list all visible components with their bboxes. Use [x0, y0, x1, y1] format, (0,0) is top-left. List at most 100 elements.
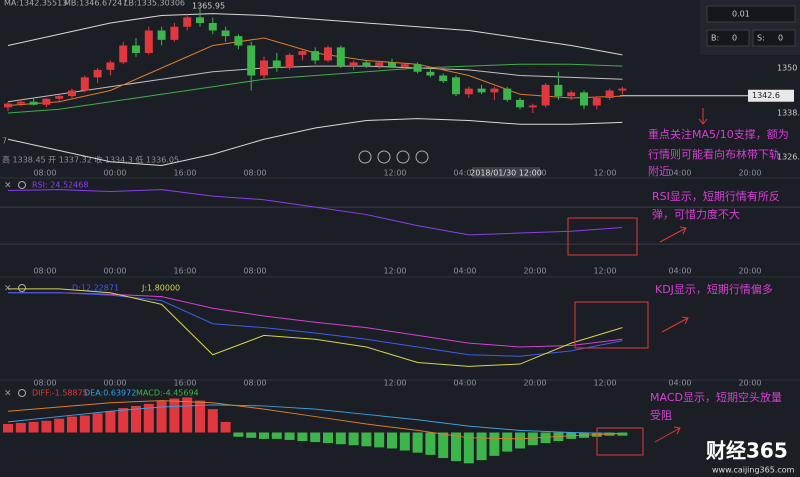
close-icon: × — [4, 389, 12, 399]
crosshair-box — [472, 167, 540, 178]
sell-value: 0 — [778, 34, 783, 43]
time-label: 12:00 — [593, 267, 616, 276]
annotation: 受阻 — [650, 409, 672, 422]
kdj-line — [8, 292, 623, 357]
candle-body — [452, 77, 460, 95]
crosshair-label: 2018/01/30 12:00 — [470, 169, 542, 178]
macd-bar — [131, 405, 141, 433]
macd-bar — [399, 432, 410, 451]
macd-bar — [374, 432, 385, 448]
sell-input[interactable] — [752, 29, 796, 47]
candle-body — [388, 62, 396, 67]
time-label: 08:00 — [33, 379, 56, 388]
logo-url: www.caijing365.com — [712, 466, 795, 475]
order-panel: 0.01 B: 0 S: 0 — [700, 0, 800, 55]
candle-body — [42, 98, 51, 105]
time-label: 00:00 — [103, 379, 126, 388]
candle-body — [324, 47, 332, 61]
price-tick: 1338.0 — [777, 108, 800, 117]
arrow — [661, 316, 689, 333]
candle-body — [336, 47, 345, 67]
macd-bar — [489, 432, 500, 456]
macd-bar — [476, 432, 487, 461]
arrow — [698, 108, 708, 125]
time-label: 04:00 — [453, 169, 476, 178]
candle-body — [196, 17, 204, 23]
time-label: 04:00 — [453, 379, 476, 388]
macd-bar — [143, 403, 154, 433]
time-label: 16:00 — [173, 379, 196, 388]
kdj-label: J:1.80000 — [141, 284, 180, 293]
macd-bar — [527, 432, 538, 446]
candle-body — [400, 64, 409, 67]
candle-body — [16, 101, 25, 104]
annotation: KDJ显示，短期行情偏多 — [655, 282, 773, 296]
macd-bar — [92, 413, 103, 433]
time-label: 00:00 — [103, 169, 126, 178]
candle-body — [298, 51, 307, 55]
macd-bar — [246, 432, 257, 438]
candle-body — [285, 54, 294, 68]
macd-bar — [617, 432, 628, 436]
macd-bar — [195, 400, 205, 433]
macd-bar — [54, 418, 65, 433]
price-tick: 1326.2 — [777, 153, 800, 162]
macd-bar — [310, 432, 321, 443]
zoom-in[interactable] — [415, 150, 429, 164]
logo: 财经365 — [706, 439, 788, 463]
candle-body — [221, 30, 230, 37]
ma-line — [7, 65, 623, 103]
annotation: 行情则可能看向布林带下轨 — [648, 147, 780, 161]
annotation: RSI显示，短期行情有所反 — [652, 189, 780, 203]
macd-bar — [259, 432, 269, 439]
macd-label: MACD:-4.45694 — [136, 389, 199, 398]
left-label: 7 — [2, 137, 7, 146]
candle-body — [464, 88, 473, 95]
time-label: 20:00 — [738, 267, 761, 276]
macd-bar — [41, 420, 52, 433]
candle-body — [528, 105, 537, 108]
candle-body — [106, 62, 115, 70]
nav-buttons — [358, 150, 429, 164]
macd-bar — [28, 421, 39, 433]
annotation: 重点关注MA5/10支撑，额为 — [648, 127, 789, 141]
time-label: 04:00 — [668, 379, 691, 388]
zoom-out[interactable] — [358, 150, 372, 164]
macd-bar — [412, 432, 423, 453]
prev[interactable] — [377, 150, 391, 164]
time-label: 08:00 — [243, 267, 266, 276]
ohlc-text: 高 1338.45 开 1337.32 收 1334.3 低 1336.05 — [2, 155, 179, 165]
candle-body — [93, 69, 102, 78]
candle-body — [375, 62, 384, 67]
macd-bar — [79, 415, 90, 433]
macd-bar — [220, 421, 231, 433]
macd-bar — [67, 416, 77, 433]
macd-bar — [182, 397, 193, 433]
next[interactable] — [396, 150, 410, 164]
macd-bar — [207, 409, 218, 433]
kdj-label: D:12.22871 — [72, 284, 119, 293]
high-label: 1365.95 — [192, 2, 225, 11]
candle-body — [234, 36, 243, 46]
macd-bar — [297, 432, 308, 441]
amount-input[interactable] — [706, 5, 796, 23]
buy-input[interactable] — [706, 29, 750, 47]
candle-body — [208, 22, 217, 31]
ma-line — [7, 118, 623, 167]
macd-bar — [15, 422, 26, 433]
rsi-label: RSI: 24.52468 — [32, 181, 88, 190]
settings-icon — [18, 284, 26, 292]
ma-line — [7, 13, 623, 56]
macd-bar — [515, 432, 525, 449]
candle-body — [605, 90, 614, 98]
arrow — [659, 226, 687, 243]
buy-label: B: — [711, 34, 719, 43]
time-label: 00:00 — [103, 267, 126, 276]
macd-bar — [540, 432, 551, 444]
macd-bar — [463, 432, 474, 464]
macd-bar — [323, 432, 333, 444]
buy-value: 0 — [732, 34, 737, 43]
macd-bar — [271, 432, 282, 439]
candle-body — [68, 90, 76, 97]
time-label: 20:00 — [738, 379, 761, 388]
